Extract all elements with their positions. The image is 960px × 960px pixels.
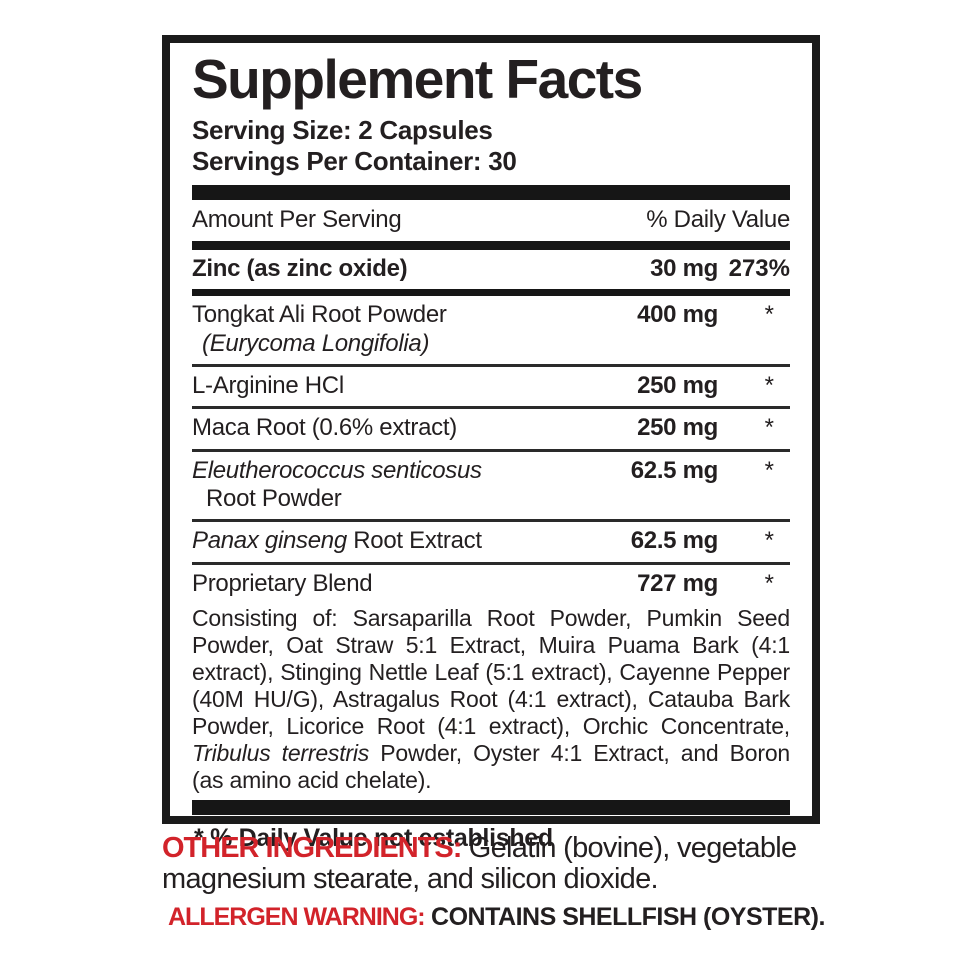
separator-thick-top [192,185,790,200]
servings-per-container: Servings Per Container: 30 [192,145,517,176]
ingredient-name: Maca Root (0.6% extract) [192,414,457,442]
blend-desc-italic: Tribulus terrestris [192,739,370,766]
separator-thin [192,448,790,452]
ingredient-name: Eleutherococcus senticosus Root Powder [192,457,600,514]
ingredient-amount: 62.5 mg [630,456,719,484]
allergen-warning-text: CONTAINS SHELLFISH (OYSTER). [424,903,825,931]
column-header-daily-value: % Daily Value [646,206,790,233]
ingredient-name: Proprietary Blend [192,569,373,597]
ingredient-row-eleutherococcus: Eleutherococcus senticosus Root Powder 6… [192,452,790,520]
ingredient-name-line1: Eleutherococcus senticosus [192,456,482,484]
proprietary-blend-description: Consisting of: Sarsaparilla Root Powder,… [192,605,790,794]
ingredient-name: Tongkat Ali Root Powder (Eurycoma Longif… [192,301,600,358]
ingredient-name-line1: Tongkat Ali Root Powder [192,301,447,329]
ingredient-daily-value: * [764,301,774,329]
supplement-facts-panel: Supplement Facts Serving Size: 2 Capsule… [162,35,820,852]
separator-medium [192,289,790,297]
daily-value-footnote: * % Daily Value not established [194,823,553,852]
serving-size: Serving Size: 2 Capsules [192,115,493,146]
ingredient-name: Panax ginseng Root Extract [192,527,600,555]
ingredient-name-italic: Panax ginseng [192,527,347,555]
separator-thin [192,519,790,523]
ingredient-name-rest: Root Extract [346,527,482,555]
ingredient-daily-value: 273% [728,255,790,282]
separator-thin [192,363,790,367]
ingredient-daily-value: * [764,569,774,597]
ingredient-amount: 30 mg [650,255,718,282]
separator-thin [192,561,790,565]
other-ingredients-text-line1: Gelatin (bovine), vegetable [461,832,797,864]
ingredient-row-proprietary-blend: Proprietary Blend 727 mg * [192,565,790,604]
ingredient-amount: 250 mg [637,371,718,399]
ingredient-name-line2: (Eurycoma Longifolia) [202,329,430,357]
column-header-row: Amount Per Serving % Daily Value [192,200,790,241]
blend-desc-part1: Consisting of: Sarsaparilla Root Powder,… [192,604,790,739]
ingredient-row-tongkat-ali: Tongkat Ali Root Powder (Eurycoma Longif… [192,296,790,364]
ingredient-amount: 727 mg [637,569,718,597]
other-ingredients-label: OTHER INGREDIENTS: [162,832,462,864]
panel-title: Supplement Facts [192,48,643,110]
ingredient-daily-value: * [764,456,774,484]
ingredient-amount: 400 mg [637,301,718,329]
ingredient-row-panax-ginseng: Panax ginseng Root Extract 62.5 mg * [192,522,790,561]
allergen-warning-label: ALLERGEN WARNING: [168,903,426,931]
ingredient-daily-value: * [764,371,774,399]
other-ingredients-text-line2: magnesium stearate, and silicon dioxide. [162,863,659,895]
ingredient-daily-value: * [764,527,774,555]
ingredient-name: L-Arginine HCl [192,371,344,399]
ingredient-row-zinc: Zinc (as zinc oxide) 30 mg 273% [192,250,790,289]
allergen-warning-section: ALLERGEN WARNING: CONTAINS SHELLFISH (OY… [168,903,828,932]
ingredient-name-line2: Root Powder [206,484,342,512]
ingredient-daily-value: * [764,414,774,442]
blend-desc-part2: Powder, Oyster 4:1 Extract, and Boron (a… [192,739,791,793]
separator-medium [192,241,790,250]
other-ingredients-section: OTHER INGREDIENTS: Gelatin (bovine), veg… [162,833,830,895]
ingredient-row-maca-root: Maca Root (0.6% extract) 250 mg * [192,409,790,448]
separator-thick-bottom [192,799,790,815]
column-header-amount: Amount Per Serving [192,206,402,233]
ingredient-row-l-arginine: L-Arginine HCl 250 mg * [192,367,790,406]
ingredient-name: Zinc (as zinc oxide) [192,255,408,282]
ingredient-amount: 250 mg [637,414,718,442]
separator-thin [192,406,790,410]
ingredient-amount: 62.5 mg [630,527,719,555]
